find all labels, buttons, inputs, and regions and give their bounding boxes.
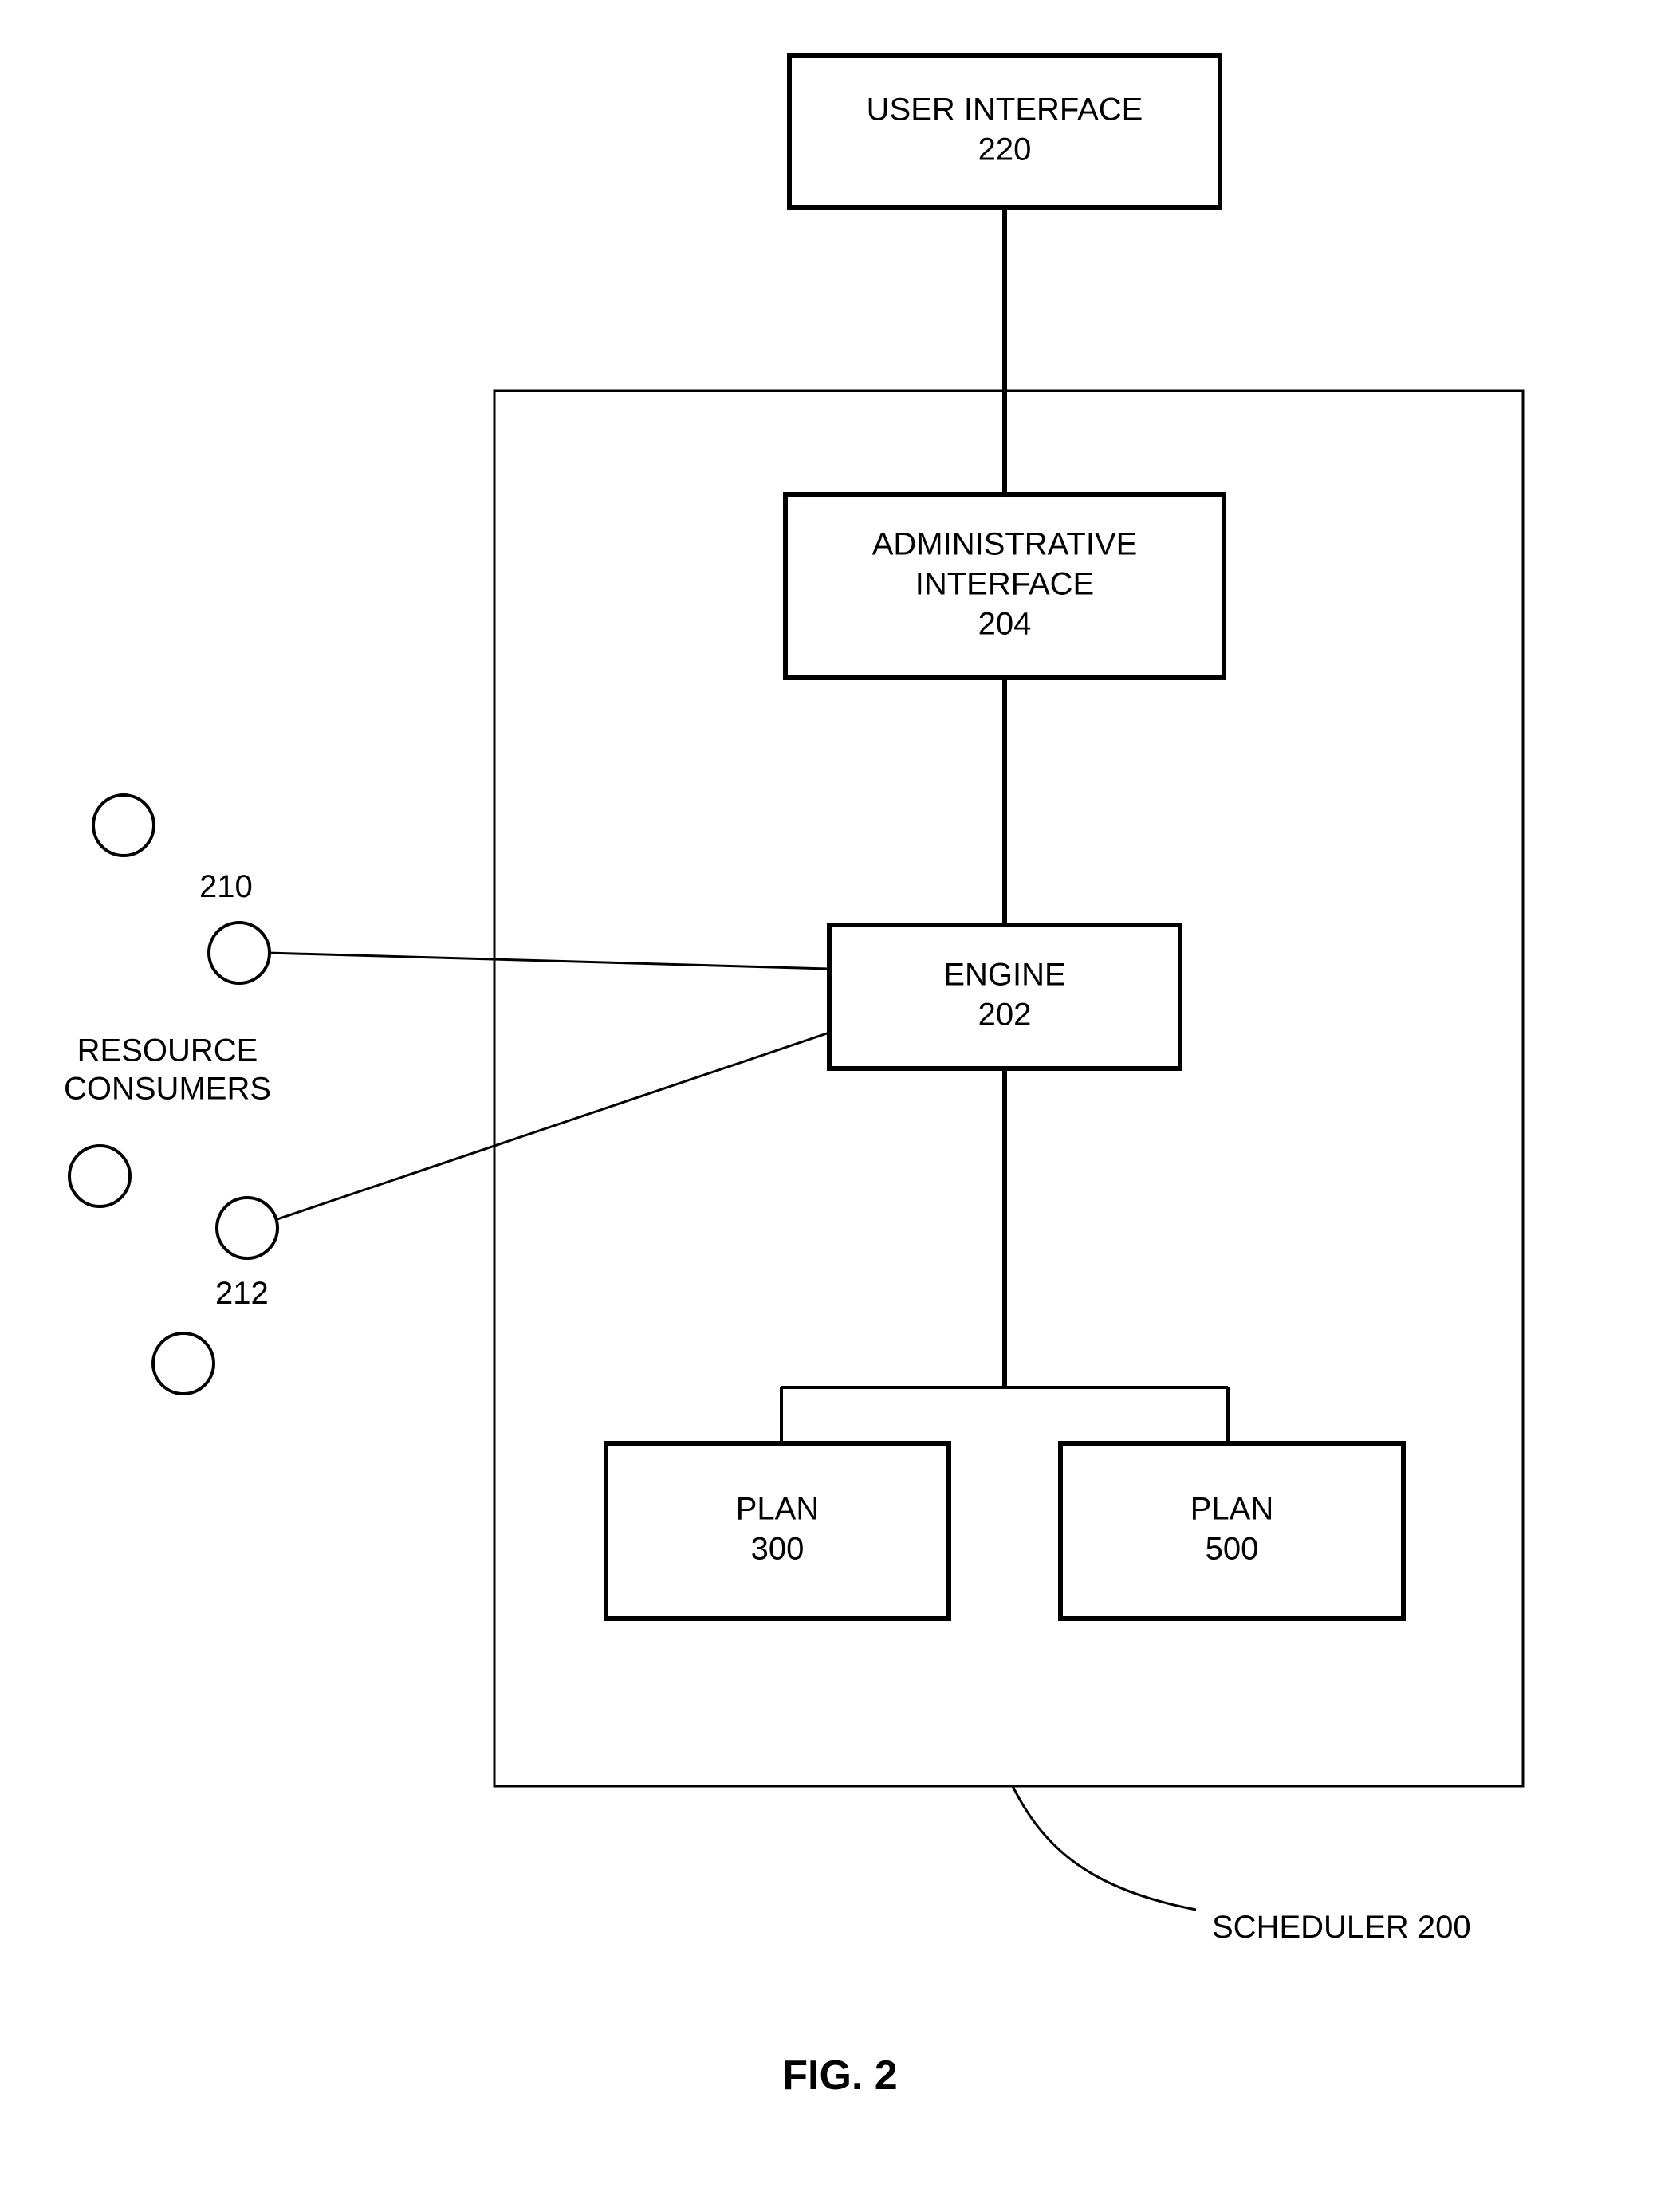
admin-interface-box-text-2: 204 xyxy=(978,607,1032,642)
consumer-circle-212 xyxy=(217,1198,277,1258)
conn-c212-to-engine xyxy=(275,1033,829,1220)
consumer-circle-210 xyxy=(209,923,270,983)
consumer-circle-bottom xyxy=(153,1333,214,1394)
resource-consumers-label-2: CONSUMERS xyxy=(64,1072,271,1107)
consumer-circle-top xyxy=(93,795,154,856)
admin-interface-box-text-0: ADMINISTRATIVE xyxy=(872,527,1138,562)
plan-a-box-text-1: 300 xyxy=(751,1532,805,1567)
conn-c210-to-engine xyxy=(267,953,829,969)
figure-title: FIG. 2 xyxy=(782,2052,897,2099)
resource-consumers-label-1: RESOURCE xyxy=(77,1033,258,1068)
engine-box-text-1: 202 xyxy=(978,998,1032,1033)
engine-box-text-0: ENGINE xyxy=(943,958,1065,993)
plan-a-box-text-0: PLAN xyxy=(736,1492,820,1527)
consumer-212-label: 212 xyxy=(215,1276,269,1311)
scheduler-leader xyxy=(1013,1786,1196,1910)
plan-b-box-text-1: 500 xyxy=(1206,1532,1259,1567)
user-interface-box-text-1: 220 xyxy=(978,132,1032,167)
consumer-210-label: 210 xyxy=(199,869,253,904)
user-interface-box-text-0: USER INTERFACE xyxy=(867,92,1143,128)
scheduler-label: SCHEDULER 200 xyxy=(1212,1910,1471,1945)
plan-b-box-text-0: PLAN xyxy=(1190,1492,1274,1527)
admin-interface-box-text-1: INTERFACE xyxy=(915,567,1094,602)
consumer-circle-left xyxy=(69,1146,130,1206)
